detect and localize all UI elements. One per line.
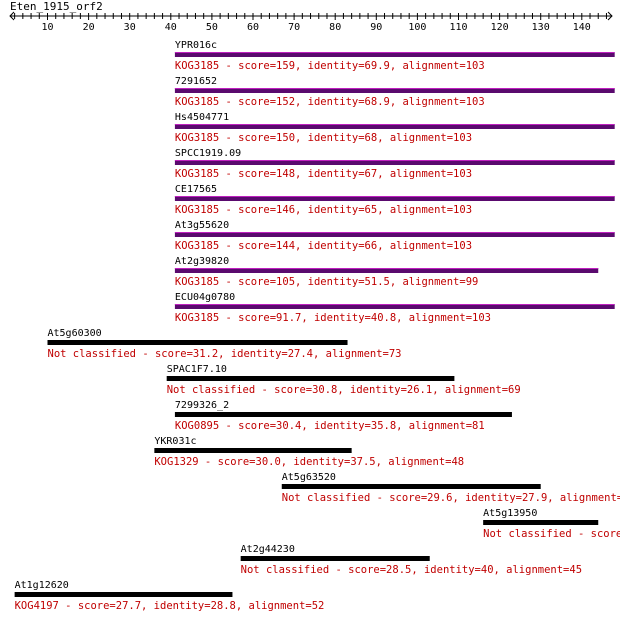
hit-description: KOG3185 - score=159, identity=69.9, alig… (175, 60, 485, 72)
hit-name: At3g55620 (175, 220, 229, 231)
hit-row: YKR031c KOG1329 - score=30.0, identity=37… (154, 436, 464, 468)
hit-row: SPAC1F7.10 Not classified - score=30.8, i… (166, 364, 521, 396)
hit-description: Not classified - score=28.5, identity=40… (241, 564, 582, 576)
hit-alignment-bar (166, 376, 455, 381)
hit-name: YPR016c (175, 40, 217, 51)
hit-row: At1g12620 KOG4197 - score=27.7, identity=… (14, 580, 325, 612)
hit-description: KOG4197 - score=27.7, identity=28.8, ali… (15, 600, 325, 612)
hit-description: Not classified - score=29.6, identity=27… (282, 492, 620, 504)
hit-name: SPAC1F7.10 (167, 364, 227, 375)
hit-row: 7291652 KOG3185 - score=152, identity=68.… (174, 76, 615, 108)
hit-row: YPR016c KOG3185 - score=159, identity=69.… (174, 40, 615, 72)
hit-name: At2g44230 (241, 544, 295, 555)
ruler-tick-label: 90 (370, 22, 382, 33)
ruler-tick-label: 140 (573, 22, 591, 33)
hit-alignment-bar (483, 520, 599, 525)
hit-name: Hs4504771 (175, 112, 229, 123)
hit-alignment-bar (174, 124, 615, 129)
hit-description: Not classified - score=30.8, identity=26… (167, 384, 521, 396)
hit-alignment-bar (240, 556, 430, 561)
ruler-tick-label: 130 (532, 22, 550, 33)
hit-description: Not classified - score=28.5, identity=40… (483, 528, 620, 540)
hit-description: KOG3185 - score=152, identity=68.9, alig… (175, 96, 485, 108)
hit-description: KOG3185 - score=148, identity=67, alignm… (175, 168, 472, 180)
hit-row: At2g39820 KOG3185 - score=105, identity=5… (174, 256, 599, 288)
hit-name: At5g13950 (483, 508, 537, 519)
hit-name: YKR031c (154, 436, 196, 447)
hit-alignment-bar (174, 88, 615, 93)
ruler-tick-label: 100 (408, 22, 426, 33)
hit-row: 7299326_2 KOG0895 - score=30.4, identity=… (174, 400, 512, 432)
ruler-tick-label: 110 (449, 22, 467, 33)
ruler-tick-label: 60 (247, 22, 259, 33)
hit-row: SPCC1919.09 KOG3185 - score=148, identity… (174, 148, 615, 180)
hit-description: KOG3185 - score=150, identity=68, alignm… (175, 132, 472, 144)
ruler-tick-label: 70 (288, 22, 300, 33)
hit-name: 7299326_2 (175, 400, 229, 411)
hit-name: ECU04g0780 (175, 292, 235, 303)
hit-alignment-bar (281, 484, 541, 489)
ruler-tick-label: 20 (83, 22, 95, 33)
hit-description: KOG3185 - score=144, identity=66, alignm… (175, 240, 472, 252)
hit-row: Hs4504771 KOG3185 - score=150, identity=6… (174, 112, 615, 144)
sequence-title: Eten_1915_orf2 (10, 0, 103, 13)
ruler-tick-label: 30 (124, 22, 136, 33)
hit-alignment-bar (174, 160, 615, 165)
hit-list: YPR016c KOG3185 - score=159, identity=69.… (14, 40, 620, 612)
hit-row: CE17565 KOG3185 - score=146, identity=65,… (174, 184, 615, 216)
hit-row: At5g60300 Not classified - score=31.2, id… (47, 328, 402, 360)
hit-name: At1g12620 (15, 580, 69, 591)
hit-description: KOG3185 - score=105, identity=51.5, alig… (175, 276, 478, 288)
hit-alignment-bar (174, 304, 615, 309)
hit-name: CE17565 (175, 184, 217, 195)
hit-name: At5g63520 (282, 472, 336, 483)
hit-row: At3g55620 KOG3185 - score=144, identity=6… (174, 220, 615, 252)
ruler-tick-label: 10 (41, 22, 53, 33)
hit-row: At2g44230 Not classified - score=28.5, id… (240, 544, 582, 576)
ruler-left-arrow (9, 11, 15, 21)
hit-alignment-bar (47, 340, 348, 345)
hit-description: KOG3185 - score=146, identity=65, alignm… (175, 204, 472, 216)
hit-alignment-bar (174, 268, 599, 273)
ruler-tick-label: 80 (329, 22, 341, 33)
position-ruler: 10 20 30 40 50 60 70 80 90 100 110 120 130 140 (9, 11, 613, 33)
hit-description: Not classified - score=31.2, identity=27… (48, 348, 402, 360)
ruler-tick-label: 40 (165, 22, 177, 33)
hit-row: ECU04g0780 KOG3185 - score=91.7, identity… (174, 292, 615, 324)
hit-name: SPCC1919.09 (175, 148, 241, 159)
hit-name: At5g60300 (48, 328, 102, 339)
hit-description: KOG0895 - score=30.4, identity=35.8, ali… (175, 420, 485, 432)
hit-name: 7291652 (175, 76, 217, 87)
ruler-tick-label: 120 (491, 22, 509, 33)
ruler-tick-label: 50 (206, 22, 218, 33)
hit-alignment-bar (14, 592, 233, 597)
hit-row: At5g63520 Not classified - score=29.6, id… (281, 472, 620, 504)
hit-alignment-bar (174, 412, 512, 417)
hit-alignment-bar (174, 232, 615, 237)
hit-alignment-bar (174, 196, 615, 201)
hit-description: KOG1329 - score=30.0, identity=37.5, ali… (154, 456, 464, 468)
hit-name: At2g39820 (175, 256, 229, 267)
hit-row: At5g13950 Not classified - score=28.5, id… (483, 508, 620, 540)
hit-alignment-bar (154, 448, 352, 453)
hit-description: KOG3185 - score=91.7, identity=40.8, ali… (175, 312, 491, 324)
hit-alignment-bar (174, 52, 615, 57)
ruler-right-arrow (607, 11, 613, 21)
